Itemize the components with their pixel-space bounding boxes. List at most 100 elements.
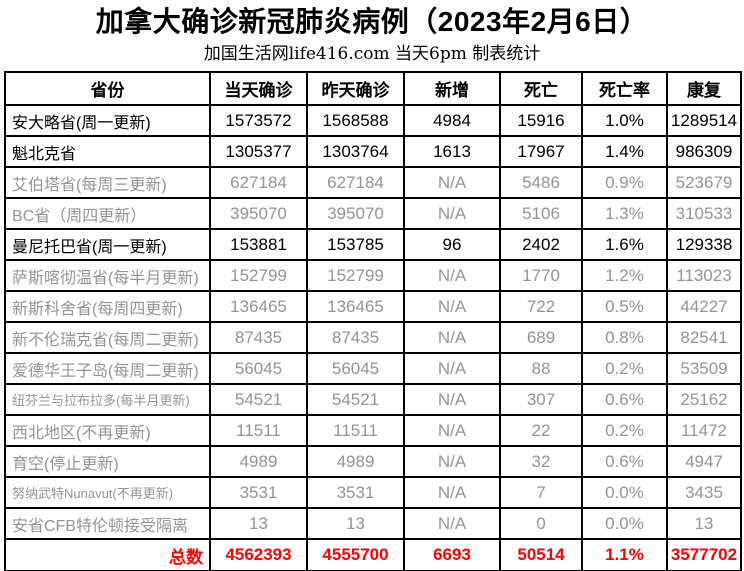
death-rate-cell: 1.1% (581, 538, 668, 571)
table-row-1: 魁北克省 1305377 1303764 1613 17967 1.4% 986309 (4, 135, 742, 168)
table-row-3: BC省（周四更新） 395070 395070 N/A 5106 1.3% 310533 (4, 197, 742, 230)
new-cases-cell: N/A (403, 166, 501, 199)
table-row-0: 安大略省(周一更新) 1573572 1568588 4984 15916 1.0% 128… (4, 104, 742, 137)
province-cell: 安省CFB特伦顿接受隔离 (4, 507, 211, 540)
table-row-12: 努纳武特Nunavut(不再更新) 3531 3531 N/A 7 0.0% 3435 (4, 476, 742, 509)
yesterday-cell: 1568588 (306, 104, 405, 137)
death-rate-cell: 0.2% (581, 352, 668, 385)
new-cases-cell: N/A (403, 290, 501, 323)
deaths-cell: 7 (499, 476, 583, 509)
province-cell: 爱德华王子岛(每周二更新) (4, 352, 211, 385)
death-rate-cell: 1.0% (581, 104, 668, 137)
province-cell: 纽芬兰与拉布拉多(每半月更新) (4, 383, 211, 416)
death-rate-cell: 1.4% (581, 135, 668, 168)
today-cell: 87435 (209, 321, 308, 354)
deaths-cell: 722 (499, 290, 583, 323)
new-cases-cell: 4984 (403, 104, 501, 137)
new-cases-cell: N/A (403, 321, 501, 354)
table-row-5: 萨斯喀彻温省(每半月更新) 152799 152799 N/A 1770 1.2% 1130… (4, 259, 742, 292)
recovered-cell: 1289514 (666, 104, 742, 137)
deaths-cell: 88 (499, 352, 583, 385)
death-rate-cell: 0.0% (581, 476, 668, 509)
today-cell: 56045 (209, 352, 308, 385)
deaths-cell: 5486 (499, 166, 583, 199)
table-row-6: 新斯科舍省(每周四更新) 136465 136465 N/A 722 0.5% 44227 (4, 290, 742, 323)
yesterday-cell: 152799 (306, 259, 405, 292)
death-rate-cell: 1.6% (581, 228, 668, 261)
table-row-total: 总数 4562393 4555700 6693 50514 1.1% 3577702 (4, 538, 742, 571)
recovered-cell: 3435 (666, 476, 742, 509)
column-header-2: 昨天确诊 (306, 71, 405, 106)
table-row-11: 育空(停止更新) 4989 4989 N/A 32 0.6% 4947 (4, 445, 742, 478)
yesterday-cell: 627184 (306, 166, 405, 199)
yesterday-cell: 56045 (306, 352, 405, 385)
new-cases-cell: 96 (403, 228, 501, 261)
new-cases-cell: N/A (403, 383, 501, 416)
deaths-cell: 1770 (499, 259, 583, 292)
recovered-cell: 4947 (666, 445, 742, 478)
new-cases-cell: N/A (403, 414, 501, 447)
table-row-7: 新不伦瑞克省(每周二更新) 87435 87435 N/A 689 0.8% 82541 (4, 321, 742, 354)
table-body: 安大略省(周一更新) 1573572 1568588 4984 15916 1.0% 128… (4, 104, 742, 571)
table-row-8: 爱德华王子岛(每周二更新) 56045 56045 N/A 88 0.2% 53509 (4, 352, 742, 385)
recovered-cell: 44227 (666, 290, 742, 323)
column-header-6: 康复 (666, 71, 742, 106)
new-cases-cell: N/A (403, 197, 501, 230)
table-row-13: 安省CFB特伦顿接受隔离 13 13 N/A 0 0.0% 13 (4, 507, 742, 540)
recovered-cell: 3577702 (666, 538, 742, 571)
recovered-cell: 523679 (666, 166, 742, 199)
new-cases-cell: N/A (403, 507, 501, 540)
death-rate-cell: 0.6% (581, 445, 668, 478)
recovered-cell: 310533 (666, 197, 742, 230)
today-cell: 136465 (209, 290, 308, 323)
today-cell: 1573572 (209, 104, 308, 137)
deaths-cell: 50514 (499, 538, 583, 571)
today-cell: 11511 (209, 414, 308, 447)
today-cell: 395070 (209, 197, 308, 230)
today-cell: 4562393 (209, 538, 308, 571)
today-cell: 13 (209, 507, 308, 540)
yesterday-cell: 4555700 (306, 538, 405, 571)
column-header-0: 省份 (4, 71, 211, 106)
death-rate-cell: 0.0% (581, 507, 668, 540)
table-row-2: 艾伯塔省(每周三更新) 627184 627184 N/A 5486 0.9% 523679 (4, 166, 742, 199)
column-header-3: 新增 (403, 71, 501, 106)
recovered-cell: 25162 (666, 383, 742, 416)
covid-cases-table: 省份 当天确诊 昨天确诊 新增 死亡 死亡率 康复 安大略省(周一更新) 1573572 156… (4, 71, 742, 571)
table-row-9: 纽芬兰与拉布拉多(每半月更新) 54521 54521 N/A 307 0.6% 25162 (4, 383, 742, 416)
column-header-1: 当天确诊 (209, 71, 308, 106)
new-cases-cell: N/A (403, 476, 501, 509)
yesterday-cell: 11511 (306, 414, 405, 447)
today-cell: 1305377 (209, 135, 308, 168)
deaths-cell: 15916 (499, 104, 583, 137)
new-cases-cell: 6693 (403, 538, 501, 571)
new-cases-cell: N/A (403, 259, 501, 292)
province-cell: 安大略省(周一更新) (4, 104, 211, 137)
death-rate-cell: 0.9% (581, 166, 668, 199)
deaths-cell: 2402 (499, 228, 583, 261)
table-header-row: 省份 当天确诊 昨天确诊 新增 死亡 死亡率 康复 (4, 71, 742, 106)
province-cell: BC省（周四更新） (4, 197, 211, 230)
recovered-cell: 82541 (666, 321, 742, 354)
province-cell: 育空(停止更新) (4, 445, 211, 478)
province-cell: 总数 (4, 538, 211, 571)
deaths-cell: 32 (499, 445, 583, 478)
province-cell: 魁北克省 (4, 135, 211, 168)
column-header-4: 死亡 (499, 71, 583, 106)
yesterday-cell: 153785 (306, 228, 405, 261)
province-cell: 萨斯喀彻温省(每半月更新) (4, 259, 211, 292)
yesterday-cell: 3531 (306, 476, 405, 509)
deaths-cell: 5106 (499, 197, 583, 230)
table-row-10: 西北地区(不再更新) 11511 11511 N/A 22 0.2% 11472 (4, 414, 742, 447)
new-cases-cell: N/A (403, 352, 501, 385)
recovered-cell: 53509 (666, 352, 742, 385)
recovered-cell: 13 (666, 507, 742, 540)
page-title: 加拿大确诊新冠肺炎病例（2023年2月6日） (95, 6, 649, 37)
province-cell: 新不伦瑞克省(每周二更新) (4, 321, 211, 354)
new-cases-cell: 1613 (403, 135, 501, 168)
death-rate-cell: 0.8% (581, 321, 668, 354)
yesterday-cell: 4989 (306, 445, 405, 478)
recovered-cell: 11472 (666, 414, 742, 447)
today-cell: 54521 (209, 383, 308, 416)
